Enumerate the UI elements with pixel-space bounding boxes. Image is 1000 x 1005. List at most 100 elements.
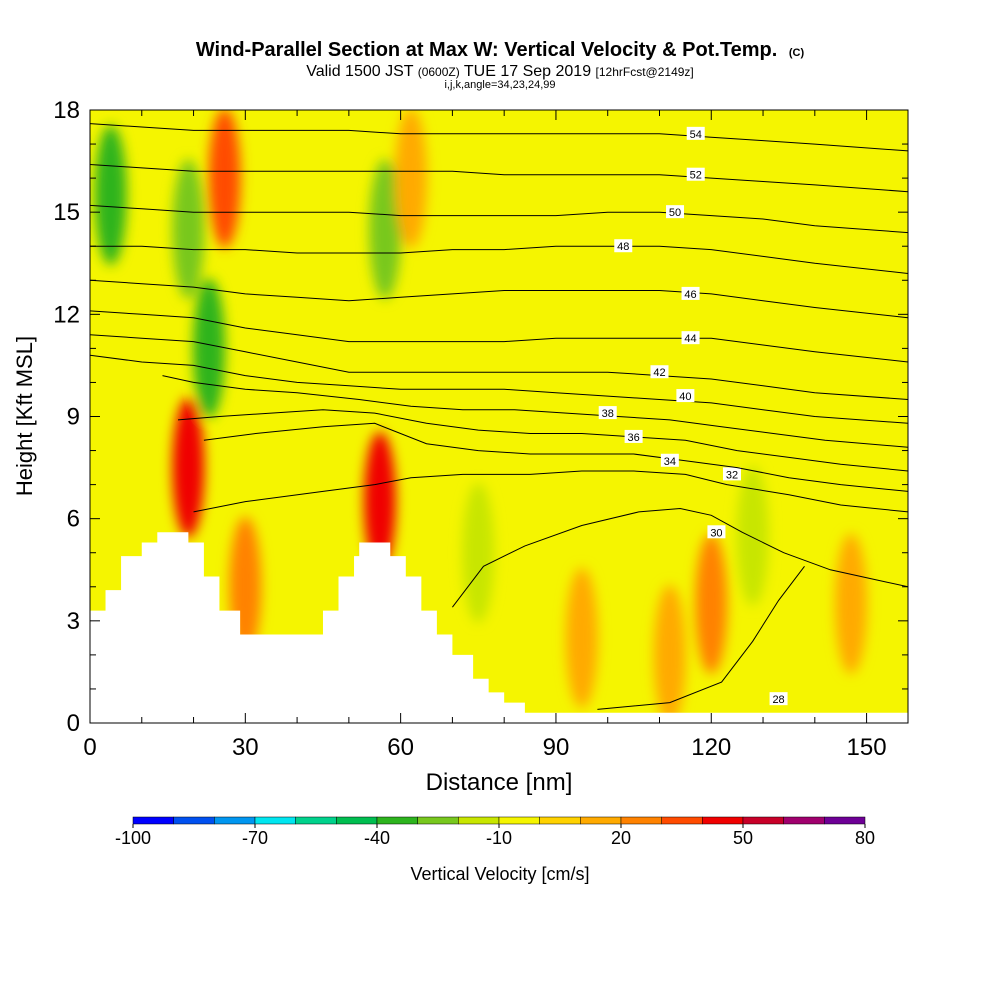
contour-42 bbox=[90, 334, 908, 400]
velocity-cell bbox=[462, 482, 495, 623]
contour-36 bbox=[177, 409, 908, 472]
contour-44 bbox=[90, 310, 908, 363]
x-tick-label: 60 bbox=[387, 734, 414, 761]
contour-label-54: 54 bbox=[690, 129, 702, 141]
contour-label-box bbox=[686, 126, 705, 140]
contour-label-box bbox=[681, 286, 700, 300]
chart-subtitle: Valid 1500 JST (0600Z) TUE 17 Sep 2019 [… bbox=[306, 63, 694, 80]
velocity-cell bbox=[94, 125, 127, 266]
colorbar-bin bbox=[702, 816, 744, 825]
contour-label-40: 40 bbox=[679, 391, 691, 403]
colorbar-bin bbox=[661, 816, 703, 825]
colorbar-tick-label: 80 bbox=[855, 828, 875, 848]
velocity-field bbox=[94, 110, 868, 723]
y-tick-label: 12 bbox=[53, 301, 80, 328]
contour-label-box bbox=[650, 365, 669, 379]
contour-label-46: 46 bbox=[684, 289, 696, 301]
velocity-cell bbox=[695, 533, 728, 674]
colorbar-bin bbox=[824, 816, 866, 825]
contour-48 bbox=[90, 245, 908, 274]
contour-label-box bbox=[676, 389, 695, 403]
x-tick-label: 0 bbox=[83, 734, 96, 761]
velocity-cell bbox=[394, 110, 427, 249]
velocity-cell bbox=[369, 159, 402, 300]
contour-label-52: 52 bbox=[690, 170, 702, 182]
colorbar-bin bbox=[417, 816, 459, 825]
colorbar-bin bbox=[620, 816, 662, 825]
y-tick-label: 0 bbox=[67, 710, 80, 737]
contour-label-44: 44 bbox=[684, 333, 696, 345]
svg-text:Wind-Parallel Section at Max W: Wind-Parallel Section at Max W: Vertical… bbox=[196, 39, 805, 61]
contour-52 bbox=[90, 164, 908, 193]
contour-label-box bbox=[624, 429, 643, 443]
contour-label-36: 36 bbox=[627, 432, 639, 444]
colorbar-tick-label: -40 bbox=[364, 828, 390, 848]
contour-50 bbox=[90, 204, 908, 234]
colorbar-bin bbox=[458, 816, 500, 825]
contour-label-28: 28 bbox=[772, 694, 784, 706]
contour-label-box bbox=[614, 239, 633, 253]
plot-area: 28 30 32 34 36 38 40 42 44 46 48 50 52 54 bbox=[90, 110, 908, 723]
contour-label-box bbox=[598, 406, 617, 420]
colorbar-tick-label: 20 bbox=[611, 828, 631, 848]
chart-subtitle-indices: i,j,k,angle=34,23,24,99 bbox=[444, 79, 555, 91]
contour-label-30: 30 bbox=[710, 527, 722, 539]
contour-40 bbox=[90, 354, 908, 424]
colorbar-bin bbox=[498, 816, 540, 825]
contour-32 bbox=[193, 470, 908, 513]
y-tick-label: 15 bbox=[53, 199, 80, 226]
colorbar-bin bbox=[539, 816, 581, 825]
colorbar-bin bbox=[295, 816, 337, 825]
velocity-cell bbox=[172, 159, 205, 300]
colorbar-tick-label: -70 bbox=[242, 828, 268, 848]
colorbar-tick-label: -100 bbox=[115, 828, 151, 848]
velocity-cell bbox=[363, 431, 396, 572]
velocity-cell bbox=[736, 465, 769, 606]
colorbar-bin bbox=[173, 816, 215, 825]
x-tick-label: 120 bbox=[691, 734, 731, 761]
contour-label-32: 32 bbox=[726, 469, 738, 481]
colorbar-bin bbox=[214, 816, 256, 825]
contour-34 bbox=[203, 422, 908, 492]
velocity-cell bbox=[653, 584, 686, 723]
velocity-cell bbox=[193, 278, 226, 419]
colorbar-tick-label: -10 bbox=[486, 828, 512, 848]
contour-label-box bbox=[707, 525, 726, 539]
contour-label-box bbox=[686, 167, 705, 181]
colorbar-bin bbox=[336, 816, 378, 825]
contour-30 bbox=[452, 507, 908, 608]
contour-38 bbox=[162, 375, 908, 448]
x-axis: 0 30 60 90 120 150 bbox=[83, 110, 887, 761]
y-tick-label: 3 bbox=[67, 608, 80, 635]
potential-temperature-contours: 28 30 32 34 36 38 40 42 44 46 48 50 52 54 bbox=[90, 123, 908, 710]
x-tick-label: 90 bbox=[543, 734, 570, 761]
velocity-cell bbox=[208, 110, 241, 249]
contour-label-box bbox=[666, 205, 685, 219]
terrain-mask bbox=[90, 532, 908, 723]
colorbar-bin bbox=[742, 816, 784, 825]
colorbar-bin bbox=[376, 816, 418, 825]
y-tick-label: 18 bbox=[53, 97, 80, 124]
y-tick-label: 9 bbox=[67, 404, 80, 431]
contour-46 bbox=[90, 279, 908, 319]
y-tick-label: 6 bbox=[67, 506, 80, 533]
colorbar-tick-label: 50 bbox=[733, 828, 753, 848]
colorbar-bin bbox=[132, 816, 174, 825]
chart-title: Wind-Parallel Section at Max W: Vertical… bbox=[196, 39, 777, 61]
x-axis-label: Distance [nm] bbox=[426, 769, 573, 796]
contour-28 bbox=[597, 565, 805, 710]
velocity-cell bbox=[565, 567, 598, 708]
contour-label-48: 48 bbox=[617, 241, 629, 253]
contour-label-box bbox=[660, 453, 679, 467]
contour-label-42: 42 bbox=[653, 367, 665, 379]
contour-54 bbox=[90, 123, 908, 152]
y-axis-label: Height [Kft MSL] bbox=[12, 336, 37, 496]
contour-label-50: 50 bbox=[669, 207, 681, 219]
title-mark: (C) bbox=[789, 47, 805, 59]
colorbar-label: Vertical Velocity [cm/s] bbox=[410, 864, 589, 884]
colorbar-bin bbox=[580, 816, 622, 825]
contour-label-box bbox=[722, 467, 741, 481]
colorbar: -100 -70 -40 -10 20 50 80 bbox=[115, 816, 875, 848]
